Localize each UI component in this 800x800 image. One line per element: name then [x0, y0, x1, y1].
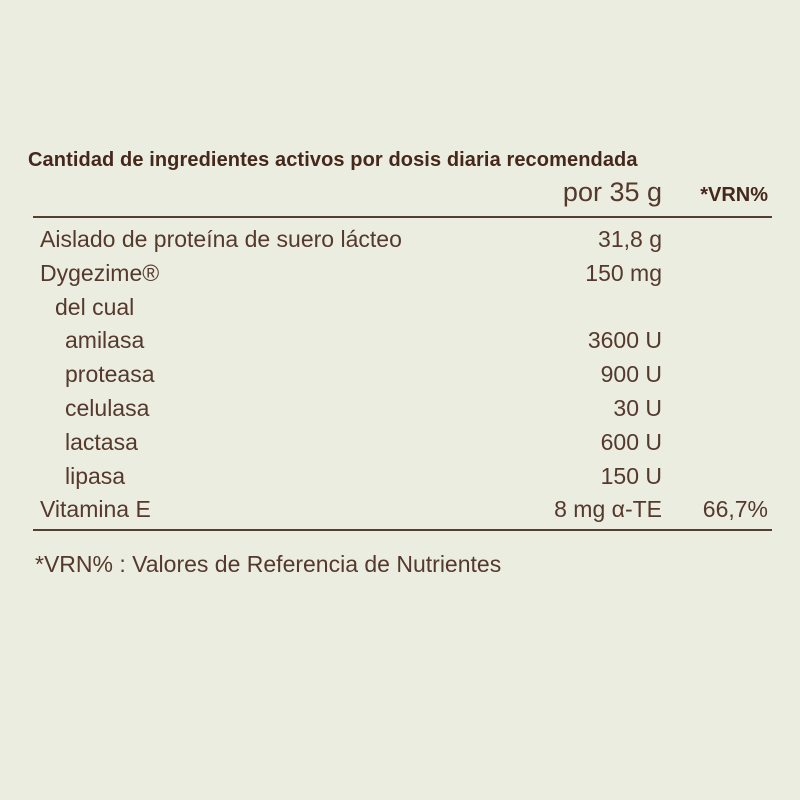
vrn-footnote: *VRN% : Valores de Referencia de Nutrien… — [35, 551, 502, 578]
ingredient-vrn — [662, 358, 772, 392]
ingredient-name: Dygezime® — [40, 259, 160, 286]
column-header-amount: por 35 g — [562, 177, 662, 207]
table-rows: Aislado de proteína de suero lácteo 31,8 … — [28, 218, 772, 527]
ingredient-amount: 8 mg α-TE — [554, 496, 662, 523]
ingredient-name: celulasa — [65, 394, 150, 421]
ingredient-amount: 3600 U — [587, 327, 662, 354]
table-row: Dygezime® 150 mg — [28, 257, 772, 291]
table-row: celulasa 30 U — [28, 392, 772, 426]
ingredient-vrn — [662, 257, 772, 291]
table-row: proteasa 900 U — [28, 358, 772, 392]
table-row: del cual — [28, 291, 772, 325]
ingredient-name: del cual — [55, 293, 135, 320]
ingredient-name: Vitamina E — [40, 496, 151, 523]
ingredient-name: Aislado de proteína de suero lácteo — [40, 226, 402, 252]
ingredient-amount: 30 U — [613, 394, 662, 421]
table-row: lipasa 150 U — [28, 460, 772, 494]
ingredient-amount: 150 U — [600, 462, 662, 489]
panel-title: Cantidad de ingredientes activos por dos… — [28, 149, 638, 171]
ingredient-amount: 150 mg — [585, 259, 662, 286]
table-row: Aislado de proteína de suero lácteo 31,8 … — [28, 223, 772, 257]
ingredient-vrn — [662, 291, 772, 325]
ingredient-name: lactasa — [65, 428, 138, 455]
ingredient-vrn — [662, 223, 772, 257]
ingredient-amount: 31,8 g — [598, 226, 662, 252]
ingredient-name: lipasa — [65, 462, 126, 489]
divider-bottom — [33, 529, 772, 532]
ingredient-vrn — [662, 324, 772, 358]
table-row: lactasa 600 U — [28, 426, 772, 460]
ingredient-name: amilasa — [65, 327, 145, 354]
column-header-vrn: *VRN% — [700, 184, 768, 206]
ingredient-name: proteasa — [65, 361, 155, 388]
ingredient-amount: 600 U — [600, 428, 662, 455]
ingredient-vrn — [662, 426, 772, 460]
supplement-facts-panel: Cantidad de ingredientes activos por dos… — [28, 149, 772, 578]
table-header-row: por 35 g *VRN% — [28, 177, 772, 208]
ingredient-vrn — [662, 392, 772, 426]
ingredient-vrn — [662, 460, 772, 494]
ingredient-vrn: 66,7% — [702, 496, 768, 523]
table-row: amilasa 3600 U — [28, 324, 772, 358]
table-row: Vitamina E 8 mg α-TE 66,7% — [28, 493, 772, 527]
divider-top — [33, 216, 772, 218]
ingredient-amount: 900 U — [600, 361, 662, 388]
